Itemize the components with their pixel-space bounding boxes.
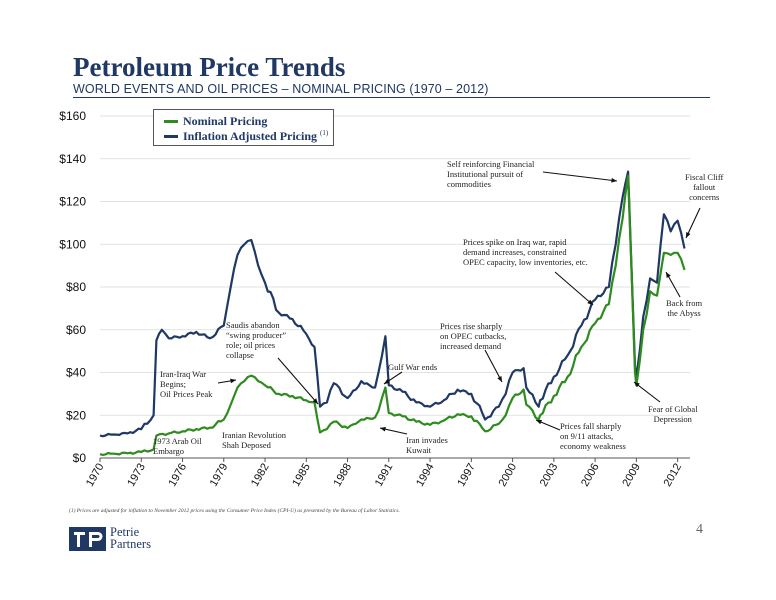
annotation-arrow-head <box>380 426 386 432</box>
annotation-opec-cutbacks: Prices rise sharply on OPEC cutbacks, in… <box>440 321 507 351</box>
annotation-arrow-line <box>277 357 319 405</box>
annotation-arrow-head <box>312 398 318 404</box>
annotation-arrow-head <box>384 378 390 384</box>
x-tick-label: 1991 <box>373 462 396 489</box>
annotation-sept-11: Prices fall sharply on 9/11 attacks, eco… <box>560 421 626 451</box>
annotation-arrow-line <box>554 271 594 306</box>
legend-footnote-marker: (1) <box>320 129 329 137</box>
y-tick-label: $80 <box>66 280 86 294</box>
annotation-iraq-war: Prices spike on Iraq war, rapid demand i… <box>463 237 588 267</box>
y-tick-label: $160 <box>59 109 86 123</box>
x-tick-label: 2003 <box>538 462 561 489</box>
annotation-arrows <box>217 171 701 435</box>
y-tick-label: $100 <box>59 237 86 251</box>
legend-swatch-inflation <box>164 135 178 138</box>
x-tick-label: 1988 <box>332 462 355 489</box>
page-number: 4 <box>696 522 703 537</box>
annotation-arrow-head <box>634 382 640 388</box>
series-line-nominal <box>99 174 686 456</box>
legend-label-inflation: Inflation Adjusted Pricing (1) <box>183 129 328 144</box>
x-tick-label: 1979 <box>208 462 231 489</box>
legend-swatch-nominal <box>164 120 178 123</box>
y-tick-label: $60 <box>66 323 86 337</box>
annotation-fiscal-cliff: Fiscal Cliff fallout concerns <box>685 172 724 202</box>
annotation-arrow-head <box>230 378 236 384</box>
logo-wordmark: Petrie Partners <box>110 525 151 551</box>
annotation-iranian-revolution: Iranian Revolution Shah Deposed <box>222 430 286 450</box>
company-logo: Petrie Partners <box>69 525 199 553</box>
annotation-back-from-abyss: Back from the Abyss <box>666 298 703 318</box>
x-tick-label: 1970 <box>84 462 107 489</box>
x-tick-label: 1985 <box>290 462 313 489</box>
annotation-iran-invades-kuwait: Iran invades Kuwait <box>406 435 448 455</box>
y-tick-label: $120 <box>59 195 86 209</box>
annotation-financial-pursuit: Self reinforcing Financial Institutional… <box>447 159 535 189</box>
annotation-arab-embargo: 1973 Arab Oil Embargo <box>153 436 202 456</box>
series-line-inflation <box>99 170 686 438</box>
x-tick-label: 1973 <box>125 462 148 489</box>
annotation-arrow-head <box>611 178 617 183</box>
page-subtitle: WORLD EVENTS AND OIL PRICES – NOMINAL PR… <box>73 82 489 96</box>
x-tick-label: 1997 <box>455 462 478 489</box>
x-tick-label: 1994 <box>414 462 437 489</box>
x-tick-label: 1976 <box>166 462 189 489</box>
x-tick-label: 2009 <box>620 462 643 489</box>
annotation-arrow-head <box>666 272 671 278</box>
logo-line-1: Petrie <box>110 525 140 539</box>
footnote: (1) Prices are adjusted for inflation to… <box>69 508 400 514</box>
annotation-arrow-head <box>686 232 691 238</box>
x-tick-label: 2012 <box>662 462 685 489</box>
legend-label-nominal: Nominal Pricing <box>183 114 268 128</box>
y-tick-label: $20 <box>66 408 86 422</box>
x-tick-label: 2000 <box>497 462 520 489</box>
annotation-arrow-head <box>497 376 502 382</box>
y-tick-label: $40 <box>66 366 86 380</box>
x-tick-label: 1982 <box>249 462 272 489</box>
chart-series <box>99 170 686 456</box>
x-tick-label: 2006 <box>579 462 602 489</box>
y-tick-label: $140 <box>59 152 86 166</box>
title-divider <box>73 97 710 98</box>
annotation-saudis-abandon: Saudis abandon “swing producer” role; oi… <box>226 320 287 360</box>
annotation-fear-depression: Fear of Global Depression <box>648 404 698 424</box>
annotation-arrow-line <box>542 171 618 182</box>
y-tick-label: $0 <box>73 451 87 465</box>
page-title: Petroleum Price Trends <box>73 52 346 82</box>
annotation-arrow-head <box>587 299 593 305</box>
logo-line-2: Partners <box>110 537 151 551</box>
petrie-logo-icon <box>69 527 106 551</box>
annotation-gulf-war-ends: Gulf War ends <box>388 362 438 372</box>
legend-label-inflation-text: Inflation Adjusted Pricing <box>183 129 318 143</box>
chart-legend: Nominal Pricing Inflation Adjusted Prici… <box>153 109 334 146</box>
annotation-arrow-head <box>536 419 542 425</box>
annotation-iran-iraq-war: Iran-Iraq War Begins; Oil Prices Peak <box>160 369 213 399</box>
annotation-arrow-line <box>484 349 503 383</box>
